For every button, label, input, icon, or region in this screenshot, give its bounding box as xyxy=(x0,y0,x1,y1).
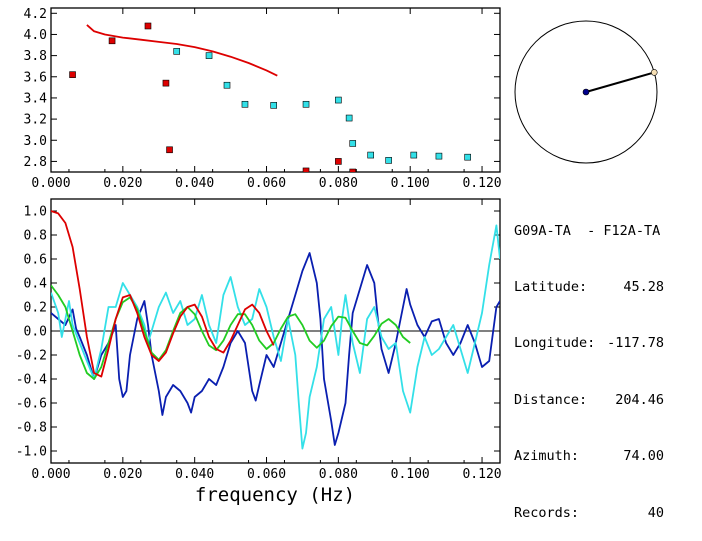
x-tick-label: 0.120 xyxy=(462,176,501,191)
azimuth-compass xyxy=(514,20,658,164)
cyan-point xyxy=(345,114,353,122)
cyan-point xyxy=(205,52,213,59)
station-pair-title: G09A-TA - F12A-TA xyxy=(514,222,661,239)
info-label: Distance: xyxy=(514,391,588,408)
info-row-records: Records: 40 xyxy=(514,504,664,523)
azimuth-needle xyxy=(585,71,655,93)
cyan-point xyxy=(270,102,278,109)
info-row-longitude: Longitude: -117.78 xyxy=(514,334,664,353)
info-value: 74.00 xyxy=(623,448,664,465)
y-tick-label: 0.8 xyxy=(24,229,47,244)
x-tick-label: 0.040 xyxy=(175,176,214,191)
red-point xyxy=(166,146,173,154)
station-origin-dot xyxy=(582,88,590,96)
y-tick-label: 3.6 xyxy=(24,70,47,85)
x-tick-label: 0.060 xyxy=(247,467,286,482)
info-row-latitude: Latitude: 45.28 xyxy=(514,278,664,297)
red-point xyxy=(144,22,152,30)
info-value: -117.78 xyxy=(607,335,664,352)
station-target-dot xyxy=(650,69,658,76)
cyan-point xyxy=(367,151,374,159)
cyan-point xyxy=(349,140,357,147)
x-tick-label: 0.120 xyxy=(462,467,501,482)
y-tick-label: 0.6 xyxy=(24,253,47,268)
station-info-panel: G09A-TA - F12A-TA Latitude: 45.28 Longit… xyxy=(514,184,664,541)
cyan-point xyxy=(173,48,181,55)
cyan-series-line xyxy=(51,224,500,450)
x-tick-label: 0.000 xyxy=(31,176,70,191)
cyan-point xyxy=(435,152,443,160)
cyan-point xyxy=(302,100,310,108)
x-tick-label: 0.080 xyxy=(319,467,358,482)
y-tick-label: 4.2 xyxy=(24,7,47,22)
y-tick-label: 0.4 xyxy=(24,277,48,292)
red-point xyxy=(349,168,357,172)
y-tick-label: 3.0 xyxy=(24,134,47,149)
chart-canvas: 0.000 0.020 0.040 0.060 0.080 0.100 0.120 2.8 3.… xyxy=(16,7,658,506)
info-label: Latitude: xyxy=(514,278,588,295)
x-tick-label: 0.100 xyxy=(391,467,430,482)
plot-frame xyxy=(50,7,501,173)
y-tick-label: 2.8 xyxy=(24,155,47,170)
y-tick-label: -0.4 xyxy=(16,373,47,388)
cyan-point xyxy=(223,81,231,89)
red-series-line xyxy=(51,210,275,378)
info-label: Records: xyxy=(514,504,580,521)
red-point xyxy=(108,37,116,45)
y-tick-label: 0.0 xyxy=(24,325,47,340)
navy-series-line xyxy=(51,252,500,446)
x-tick-label: 0.020 xyxy=(103,176,142,191)
x-tick-label: 0.060 xyxy=(247,176,286,191)
y-tick-label: 0.2 xyxy=(24,301,47,316)
y-tick-label: -1.0 xyxy=(16,445,47,460)
red-point xyxy=(335,158,342,165)
info-label: Azimuth: xyxy=(514,448,580,465)
red-point xyxy=(302,167,310,172)
info-row-azimuth: Azimuth: 74.00 xyxy=(514,447,664,466)
info-value: 204.46 xyxy=(615,391,664,408)
plot-area xyxy=(69,22,471,172)
info-value: 45.28 xyxy=(623,278,664,295)
y-tick-label: -0.2 xyxy=(16,349,47,364)
x-tick-label: 0.020 xyxy=(103,467,142,482)
info-value: 40 xyxy=(647,504,664,521)
red-point xyxy=(69,71,76,78)
y-tick-label: 3.2 xyxy=(24,113,47,128)
green-series-line xyxy=(51,284,411,380)
y-tick-label: 1.0 xyxy=(24,205,47,220)
cyan-point xyxy=(410,151,418,159)
cyan-point xyxy=(241,100,249,108)
cyan-point xyxy=(385,157,392,164)
cyan-point xyxy=(464,153,471,161)
top-dispersion-chart: 0.000 0.020 0.040 0.060 0.080 0.100 0.120 2.8 3.… xyxy=(24,7,502,191)
info-label: Longitude: xyxy=(514,335,596,352)
x-tick-label: 0.080 xyxy=(319,176,358,191)
info-row-distance: Distance: 204.46 xyxy=(514,391,664,410)
red-point xyxy=(162,79,170,87)
y-tick-label: 3.4 xyxy=(24,91,48,106)
x-tick-label: 0.000 xyxy=(31,467,70,482)
y-tick-label: 3.8 xyxy=(24,49,47,64)
x-axis-label: frequency (Hz) xyxy=(195,484,355,506)
plot-area xyxy=(51,210,500,450)
bottom-correlation-chart: 0.000 0.020 0.040 0.060 0.080 0.100 0.120 1.0 0.… xyxy=(16,198,502,482)
y-tick-label: 4.0 xyxy=(24,28,47,43)
y-tick-label: -0.6 xyxy=(16,397,47,412)
x-tick-label: 0.040 xyxy=(175,467,214,482)
compass-circle xyxy=(514,20,658,164)
y-tick-label: -0.8 xyxy=(16,421,47,436)
red-series-line xyxy=(86,24,278,77)
x-tick-label: 0.100 xyxy=(391,176,430,191)
cyan-point xyxy=(335,96,342,104)
